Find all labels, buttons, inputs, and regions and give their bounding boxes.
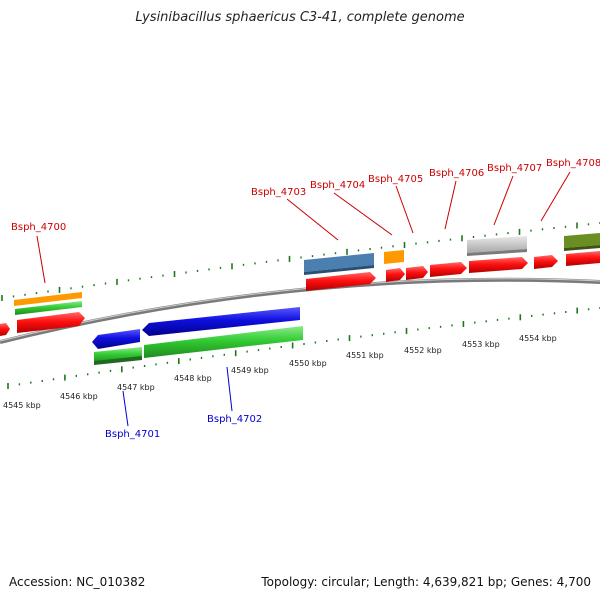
leader-line bbox=[226, 366, 233, 412]
gene-feature-shadow bbox=[94, 356, 142, 365]
upper-tick-track bbox=[1, 222, 600, 301]
leader-line bbox=[493, 175, 514, 226]
scale-label: 4548 kbp bbox=[174, 374, 212, 383]
gene-label[interactable]: Bsph_4704 bbox=[310, 180, 365, 191]
map-title: Lysinibacillus sphaericus C3-41, complet… bbox=[135, 10, 465, 25]
scale-label: 4554 kbp bbox=[519, 334, 557, 343]
cds-feature-reverse[interactable] bbox=[92, 329, 140, 349]
gene-feature-olive[interactable] bbox=[564, 233, 600, 248]
cds-feature[interactable] bbox=[0, 323, 10, 336]
scale-label: 4550 kbp bbox=[289, 359, 327, 368]
gene-feature-shadow bbox=[304, 265, 374, 275]
gene-feature-orange[interactable] bbox=[14, 292, 82, 306]
gene-label[interactable]: Bsph_4705 bbox=[368, 174, 423, 185]
gene-feature-shadow bbox=[564, 245, 600, 251]
scale-label: 4553 kbp bbox=[462, 340, 500, 349]
leader-line bbox=[333, 192, 393, 236]
lower-tick-track bbox=[7, 307, 600, 389]
gene-label[interactable]: Bsph_4708 bbox=[546, 158, 600, 169]
cds-feature[interactable] bbox=[566, 251, 600, 266]
accession-text: Accession: NC_010382 bbox=[9, 575, 146, 589]
leader-line bbox=[444, 180, 457, 230]
gene-feature-steelblue[interactable] bbox=[304, 253, 374, 272]
gene-feature-gray[interactable] bbox=[467, 236, 527, 253]
leader-line bbox=[540, 171, 571, 222]
leader-line bbox=[36, 235, 46, 284]
gene-label[interactable]: Bsph_4701 bbox=[105, 429, 160, 440]
cds-feature[interactable] bbox=[17, 312, 85, 333]
scale-label: 4549 kbp bbox=[231, 366, 269, 375]
scale-label: 4546 kbp bbox=[60, 392, 98, 401]
gene-feature-green[interactable] bbox=[144, 326, 303, 358]
lower-features bbox=[92, 307, 303, 365]
summary-text: Topology: circular; Length: 4,639,821 bp… bbox=[261, 575, 591, 589]
gene-label[interactable]: Bsph_4700 bbox=[11, 222, 66, 233]
leader-line bbox=[286, 198, 339, 241]
leader-line bbox=[395, 185, 414, 234]
cds-feature[interactable] bbox=[306, 272, 376, 291]
leader-line bbox=[122, 390, 129, 427]
gene-label[interactable]: Bsph_4703 bbox=[251, 187, 306, 198]
scale-label: 4547 kbp bbox=[117, 383, 155, 392]
scale-labels: 4545 kbp 4546 kbp 4547 kbp 4548 kbp 4549… bbox=[3, 334, 557, 410]
cds-feature[interactable] bbox=[406, 266, 428, 280]
leader-lines bbox=[36, 171, 571, 427]
gene-labels: Bsph_4700 Bsph_4703 Bsph_4704 Bsph_4705 … bbox=[11, 158, 600, 440]
gene-label[interactable]: Bsph_4702 bbox=[207, 414, 262, 425]
scale-label: 4551 kbp bbox=[346, 351, 384, 360]
gene-feature-orange[interactable] bbox=[384, 250, 404, 264]
gene-feature-green[interactable] bbox=[15, 301, 82, 315]
cds-feature[interactable] bbox=[386, 268, 405, 282]
cds-feature[interactable] bbox=[534, 255, 558, 269]
gene-label[interactable]: Bsph_4707 bbox=[487, 163, 542, 174]
gene-feature-shadow bbox=[467, 249, 527, 256]
gene-label[interactable]: Bsph_4706 bbox=[429, 168, 484, 179]
genome-backbone bbox=[0, 277, 600, 344]
upper-features bbox=[0, 233, 600, 336]
cds-feature[interactable] bbox=[469, 257, 528, 273]
scale-label: 4545 kbp bbox=[3, 401, 41, 410]
genome-backbone-highlight bbox=[0, 278, 600, 342]
cds-feature[interactable] bbox=[430, 262, 467, 277]
cds-feature-reverse[interactable] bbox=[142, 307, 300, 336]
scale-label: 4552 kbp bbox=[404, 346, 442, 355]
